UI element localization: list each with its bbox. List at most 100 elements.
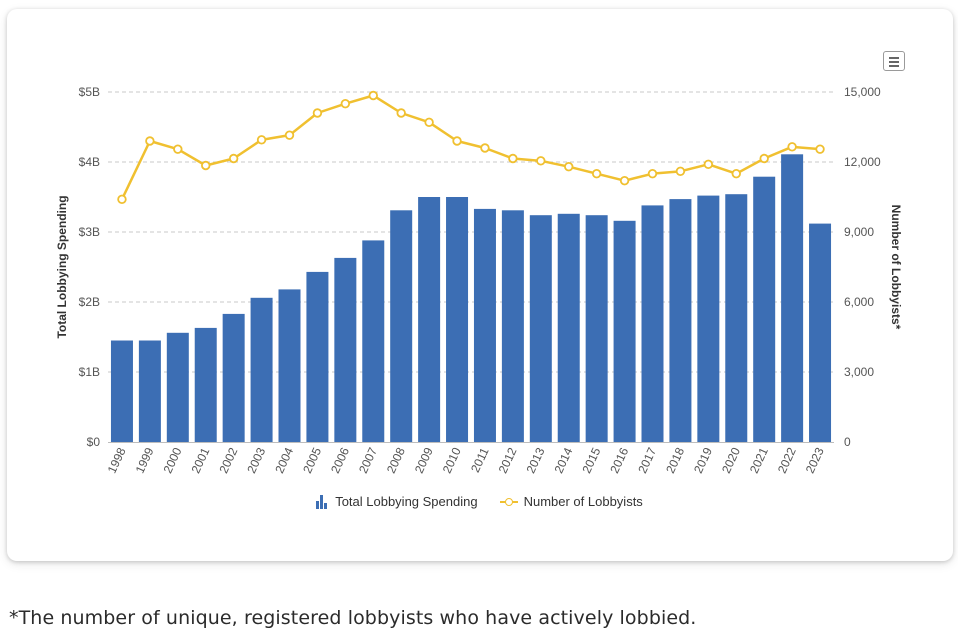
x-tick-label: 2014 xyxy=(551,445,575,475)
bar-2020 xyxy=(725,194,748,442)
y-tick-label-right: 12,000 xyxy=(844,155,881,169)
bar-2011 xyxy=(473,208,496,442)
bar-2015 xyxy=(585,215,608,442)
bar-2006 xyxy=(334,257,357,442)
x-tick-label: 2009 xyxy=(412,445,436,475)
bar-2022 xyxy=(781,154,804,443)
y-tick-label-left: $1B xyxy=(79,365,100,379)
x-tick-label: 2002 xyxy=(216,445,240,475)
x-tick-label: 2004 xyxy=(272,445,296,475)
x-tick-label: 2005 xyxy=(300,445,324,475)
bar-2004 xyxy=(278,289,301,442)
y-tick-label-left: $4B xyxy=(79,155,100,169)
footnote: *The number of unique, registered lobbyi… xyxy=(9,607,697,629)
x-tick-label: 2010 xyxy=(440,445,464,475)
legend-label-lobbyists: Number of Lobbyists xyxy=(523,494,643,509)
x-tick-label: 2017 xyxy=(635,445,659,475)
lobbyists-point-2016 xyxy=(619,175,630,186)
bar-2017 xyxy=(641,205,664,442)
bar-1999 xyxy=(138,340,161,442)
lobbyists-point-2010 xyxy=(452,136,462,146)
bar-1998 xyxy=(110,340,133,442)
lobbyists-point-2002 xyxy=(228,153,239,164)
bar-2001 xyxy=(194,327,217,442)
y-tick-label-right: 15,000 xyxy=(844,85,881,99)
x-tick-label: 2021 xyxy=(747,445,771,475)
lobbyists-point-2011 xyxy=(480,143,490,153)
bar-chart-icon xyxy=(315,494,329,509)
lobbyists-point-2017 xyxy=(647,168,658,179)
chart-legend: Total Lobbying Spending Number of Lobbyi… xyxy=(0,494,958,509)
y-tick-label-left: $3B xyxy=(79,225,100,239)
menu-icon-line xyxy=(889,65,899,67)
lobbyists-point-2005 xyxy=(312,108,323,118)
lobbyists-line xyxy=(120,94,821,200)
bar-2016 xyxy=(613,220,636,442)
lobbyists-point-2009 xyxy=(424,117,434,128)
lobbyists-point-2021 xyxy=(759,153,769,164)
bar-2007 xyxy=(362,240,385,442)
line-marker-icon xyxy=(499,496,518,508)
x-tick-label: 2000 xyxy=(161,445,185,475)
lobbyists-point-2003 xyxy=(256,135,267,145)
bar-2018 xyxy=(669,199,692,442)
lobbyists-point-2001 xyxy=(201,160,211,171)
x-tick-label: 2019 xyxy=(691,445,715,475)
lobbyists-point-2000 xyxy=(173,144,183,154)
bar-2000 xyxy=(166,332,189,442)
x-tick-label: 2012 xyxy=(496,445,520,475)
x-tick-label: 2001 xyxy=(188,445,212,475)
x-tick-label: 1999 xyxy=(133,445,157,475)
bar-2010 xyxy=(446,197,469,442)
bar-2008 xyxy=(390,210,413,442)
lobbyists-point-2006 xyxy=(340,98,351,109)
lobbyists-point-1998 xyxy=(117,194,127,205)
lobbyists-point-2004 xyxy=(284,130,295,140)
y-axis-title-left: Total Lobbying Spending xyxy=(55,195,69,338)
legend-item-spending[interactable]: Total Lobbying Spending xyxy=(315,494,478,509)
menu-icon-line xyxy=(889,57,899,59)
lobbyists-point-2019 xyxy=(703,159,714,170)
legend-label-spending: Total Lobbying Spending xyxy=(335,494,478,509)
lobbyists-point-2018 xyxy=(675,166,686,177)
x-tick-label: 2008 xyxy=(384,445,408,475)
y-tick-label-right: 3,000 xyxy=(844,365,874,379)
bar-2005 xyxy=(306,271,329,442)
x-tick-label: 2007 xyxy=(356,445,380,475)
y-tick-label-right: 0 xyxy=(844,435,851,449)
x-tick-label: 2016 xyxy=(607,445,631,475)
bar-2014 xyxy=(557,213,580,442)
lobbyists-point-2008 xyxy=(396,108,406,118)
y-tick-label-left: $5B xyxy=(79,85,100,99)
lobbyists-point-2023 xyxy=(815,144,825,154)
bar-2021 xyxy=(753,176,776,442)
x-tick-label: 2006 xyxy=(328,445,352,475)
lobbyists-point-1999 xyxy=(145,136,155,146)
y-tick-label-left: $2B xyxy=(79,295,100,309)
lobbyists-point-2013 xyxy=(536,156,546,166)
x-tick-label: 2020 xyxy=(719,445,743,475)
x-tick-label: 2011 xyxy=(468,445,492,475)
bar-2019 xyxy=(697,195,720,442)
y-tick-label-right: 9,000 xyxy=(844,225,874,239)
x-tick-label: 2003 xyxy=(244,445,268,475)
bar-2009 xyxy=(418,197,441,442)
x-tick-label: 2022 xyxy=(775,445,799,475)
bar-2003 xyxy=(250,297,273,442)
y-tick-label-right: 6,000 xyxy=(844,295,874,309)
y-axis-title-right: Number of Lobbyists* xyxy=(889,205,903,330)
lobbyists-point-2014 xyxy=(564,161,574,172)
menu-icon-line xyxy=(889,61,899,63)
chart-menu-button[interactable] xyxy=(883,51,905,71)
bar-2023 xyxy=(809,223,832,442)
lobbyists-point-2012 xyxy=(508,153,518,164)
x-tick-label: 2015 xyxy=(579,445,603,475)
bar-2013 xyxy=(529,215,552,442)
lobbyists-point-2020 xyxy=(731,168,741,179)
lobbyists-point-2022 xyxy=(787,142,797,152)
lobbyists-point-2007 xyxy=(368,90,378,101)
legend-item-lobbyists[interactable]: Number of Lobbyists xyxy=(499,494,643,509)
y-tick-label-left: $0 xyxy=(87,435,101,449)
x-tick-label: 1998 xyxy=(105,445,129,475)
